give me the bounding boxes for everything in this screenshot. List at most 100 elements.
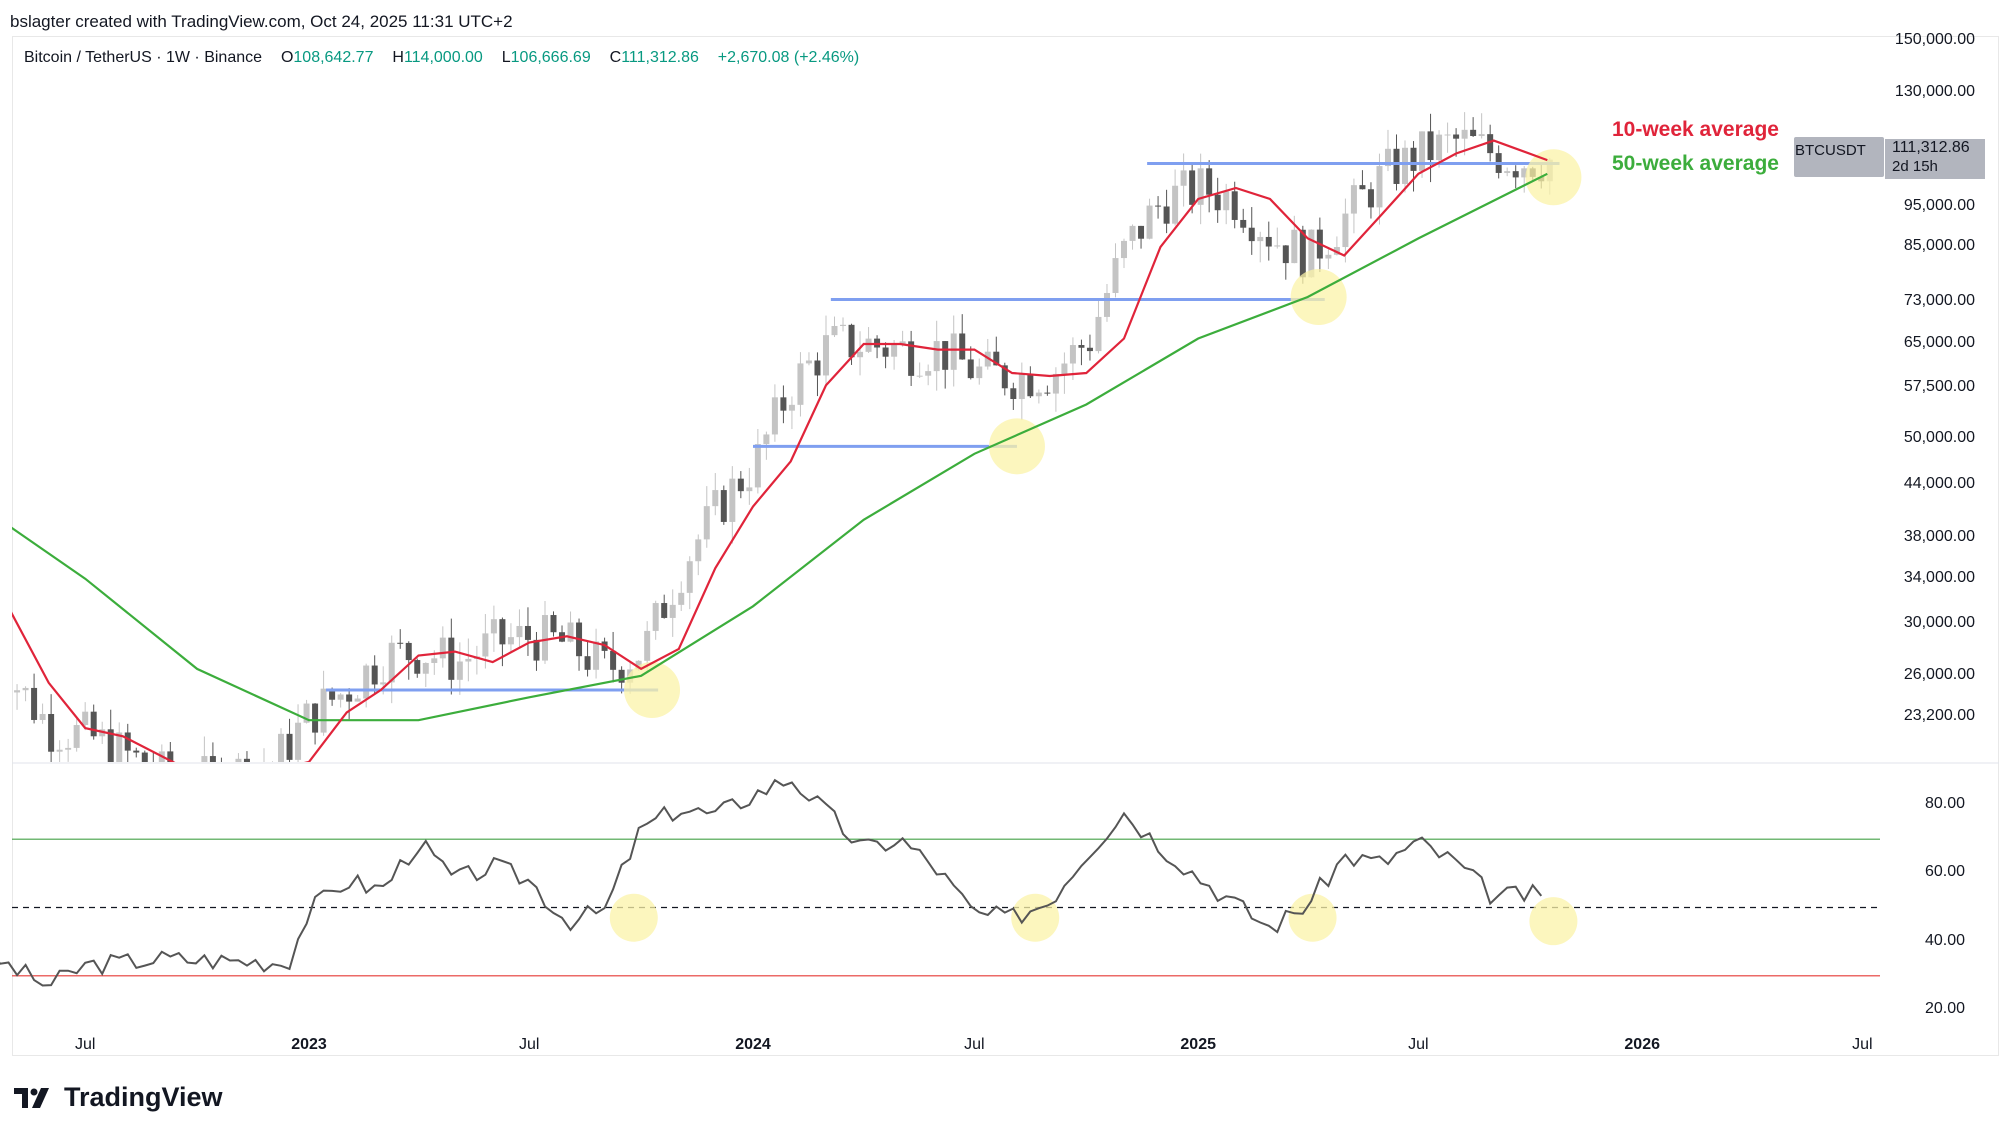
candle-body <box>414 660 421 674</box>
candle-body <box>814 360 821 376</box>
candle-body <box>822 335 829 376</box>
legend-close: 111,312.86 <box>621 49 699 66</box>
candle-body <box>771 397 778 435</box>
candle-body <box>746 487 753 492</box>
candle-body <box>1325 254 1332 259</box>
candle-body <box>1487 134 1494 154</box>
candle-body <box>1035 392 1042 397</box>
candle-body <box>363 665 370 699</box>
candle-body <box>270 764 276 767</box>
candle-body <box>840 324 847 327</box>
candle-body <box>925 371 932 376</box>
candle-body <box>1291 229 1298 264</box>
candle-body <box>507 637 514 645</box>
candle-body <box>1069 345 1076 364</box>
candle-body <box>1112 258 1119 294</box>
candle-body <box>1103 293 1110 317</box>
candle-body <box>499 619 506 645</box>
candle-body <box>942 341 949 370</box>
candle-body <box>1189 170 1196 205</box>
tradingview-logo[interactable]: TradingView <box>14 1082 223 1113</box>
price-tag-symbol: BTCUSDT <box>1795 142 1866 159</box>
candle-body <box>1410 147 1417 171</box>
legend-change: +2,670.08 (+2.46%) <box>717 49 860 66</box>
candle-body <box>1512 171 1519 178</box>
price-tick-label: 57,500.00 <box>1903 378 1975 396</box>
ma10-annotation: 10-week average <box>1612 118 1779 141</box>
candle-body <box>1163 206 1170 224</box>
candle-body <box>22 687 29 691</box>
candle-body <box>1299 229 1306 278</box>
candle-body <box>1095 316 1102 352</box>
candle-body <box>831 326 838 336</box>
candle-body <box>1001 365 1008 389</box>
price-tick-label: 73,000.00 <box>1903 291 1975 309</box>
candle-body <box>678 592 685 605</box>
candle-body <box>456 661 463 680</box>
candle-body <box>278 733 285 762</box>
time-tick-label: 2023 <box>291 1036 327 1053</box>
candle-body <box>82 711 89 726</box>
candles <box>0 112 1553 799</box>
candle-body <box>1197 168 1204 205</box>
candle-body <box>1257 236 1264 242</box>
time-tick-label: 2025 <box>1180 1036 1216 1053</box>
candle-body <box>312 703 319 733</box>
candle-body <box>261 767 267 770</box>
candle-body <box>780 397 787 411</box>
candle-body <box>1470 129 1477 137</box>
rsi-line <box>0 778 1543 987</box>
candle-body <box>959 333 966 360</box>
candle-body <box>1121 240 1128 259</box>
candle-body <box>193 791 199 792</box>
candle-body <box>1248 227 1255 242</box>
rsi-highlight-circle <box>609 893 658 942</box>
candle-body <box>567 622 574 642</box>
candle-body <box>729 478 736 522</box>
candle-body <box>1044 392 1051 394</box>
price-tick-label: 26,000.00 <box>1903 665 1975 683</box>
candle-body <box>31 687 38 720</box>
candle-body <box>763 434 770 445</box>
time-tick-label: 2026 <box>1624 1036 1660 1053</box>
candle-body <box>1504 171 1511 173</box>
candle-body <box>227 787 233 799</box>
highlight-circle <box>1525 149 1582 206</box>
candle-body <box>1402 147 1409 184</box>
candle-body <box>1223 191 1230 211</box>
chart-credit: bslagter created with TradingView.com, O… <box>10 12 513 31</box>
rsi-tick-label: 60.00 <box>1924 863 1965 881</box>
candle-body <box>116 732 123 762</box>
candle-body <box>0 638 3 667</box>
price-tick-label: 34,000.00 <box>1903 568 1975 586</box>
rsi-tick-label: 40.00 <box>1924 931 1965 949</box>
rsi-highlight-circle <box>1288 893 1337 942</box>
candle-body <box>848 324 855 358</box>
candle-body <box>1359 185 1366 190</box>
candle-body <box>1521 168 1528 178</box>
candle-body <box>550 615 557 633</box>
candle-body <box>1274 245 1281 247</box>
candle-body <box>644 630 651 661</box>
price-tick-label: 44,000.00 <box>1903 475 1975 493</box>
time-tick-label: 2024 <box>735 1036 771 1053</box>
candle-body <box>661 603 668 618</box>
candle-body <box>184 779 190 791</box>
candle-body <box>150 767 156 773</box>
candle-body <box>669 604 676 618</box>
candle-body <box>1350 185 1357 214</box>
candle-body <box>465 658 472 662</box>
candle-body <box>448 637 455 680</box>
candle-body <box>805 360 812 364</box>
highlight-circle <box>624 661 681 718</box>
candle-body <box>422 662 429 674</box>
price-tick-label: 38,000.00 <box>1903 528 1975 546</box>
legend-symbol: Bitcoin / TetherUS · 1W · Binance <box>24 49 263 66</box>
candle-body <box>584 656 591 670</box>
candle-body <box>1265 236 1272 247</box>
candle-body <box>1052 373 1059 394</box>
candle-body <box>48 714 55 752</box>
price-tick-label: 50,000.00 <box>1903 429 1975 446</box>
candle-body <box>720 490 727 522</box>
